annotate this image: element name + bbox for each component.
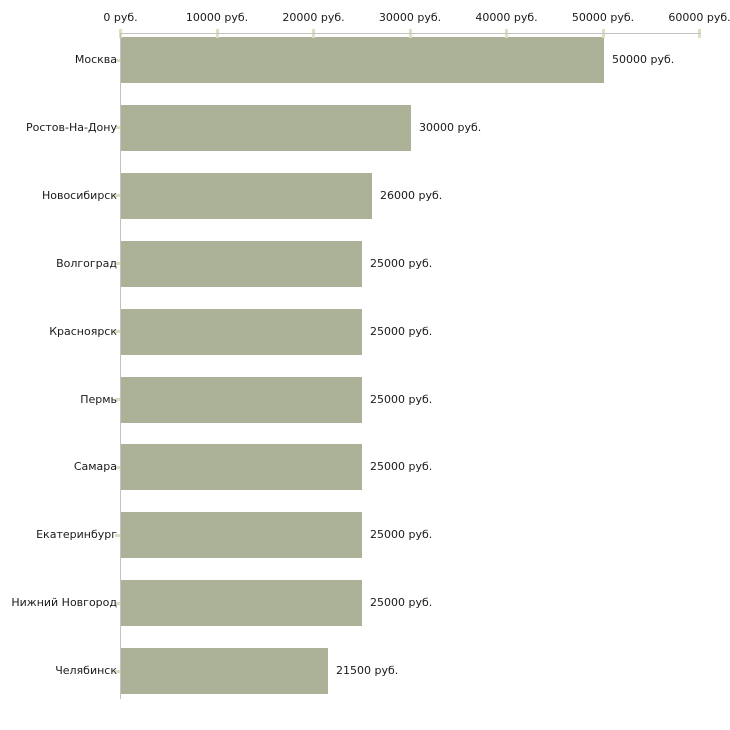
- category-label: Красноярск: [49, 324, 117, 338]
- x-axis-tick-label: 0 руб.: [103, 11, 138, 24]
- bar: [121, 376, 362, 423]
- x-axis-tick-label: 50000 руб.: [571, 11, 635, 24]
- value-label: 25000 руб.: [370, 596, 433, 610]
- value-label: 25000 руб.: [370, 324, 433, 338]
- x-axis-line: [120, 33, 701, 34]
- bar: [121, 104, 411, 151]
- value-label: 25000 руб.: [370, 392, 433, 406]
- category-tick: [115, 58, 121, 62]
- category-label: Нижний Новгород: [11, 596, 117, 610]
- x-axis-tick-label: 10000 руб.: [185, 11, 249, 24]
- category-tick: [115, 669, 121, 673]
- category-label: Пермь: [80, 392, 117, 406]
- value-label: 26000 руб.: [380, 188, 443, 202]
- x-axis-tick-label: 20000 руб.: [282, 11, 345, 24]
- y-axis-line: [120, 33, 121, 699]
- x-axis-tick-label: 60000 руб.: [668, 11, 730, 24]
- category-tick: [115, 398, 121, 401]
- bar: [121, 648, 328, 695]
- value-label: 25000 руб.: [370, 528, 433, 542]
- category-tick: [115, 330, 121, 334]
- value-label: 30000 руб.: [419, 120, 482, 134]
- value-label: 21500 руб.: [336, 664, 399, 678]
- x-axis-tick-label: 40000 руб.: [475, 11, 538, 24]
- category-label: Новосибирск: [41, 188, 117, 202]
- category-tick: [115, 126, 121, 130]
- category-label: Волгоград: [56, 256, 117, 270]
- category-label: Самара: [73, 460, 117, 474]
- bar: [121, 37, 604, 83]
- category-tick: [115, 194, 121, 198]
- category-tick: [115, 533, 121, 537]
- value-label: 50000 руб.: [612, 53, 675, 66]
- category-label: Ростов-На-Дону: [25, 120, 117, 134]
- bar: [121, 308, 362, 355]
- x-axis-tick-label: 30000 руб.: [378, 11, 442, 24]
- category-label: Екатеринбург: [36, 528, 117, 542]
- bar: [121, 172, 372, 219]
- value-label: 25000 руб.: [370, 460, 433, 474]
- category-label: Москва: [74, 53, 117, 66]
- bar: [121, 444, 362, 491]
- bar: [121, 240, 362, 287]
- bar: [121, 580, 362, 627]
- value-label: 25000 руб.: [370, 256, 433, 270]
- category-label: Челябинск: [55, 664, 117, 678]
- bar: [121, 512, 362, 559]
- category-tick: [115, 262, 121, 266]
- category-tick: [115, 465, 121, 469]
- category-tick: [115, 601, 121, 605]
